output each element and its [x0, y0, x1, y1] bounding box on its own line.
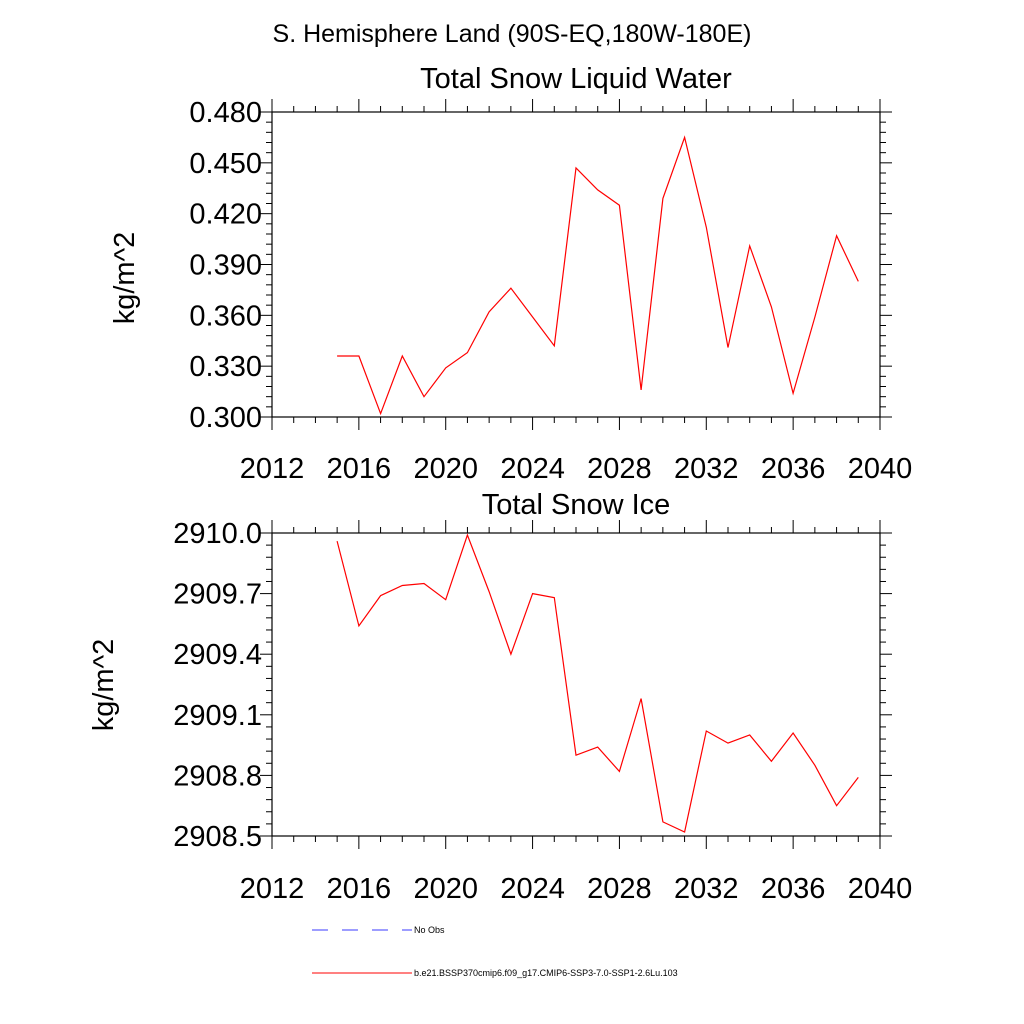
x-tick-label: 2020 [413, 873, 478, 905]
y-tick-label: 0.360 [189, 300, 262, 332]
chart-top: Total Snow Liquid Water kg/m^2 0.300 0.33… [109, 63, 912, 485]
x-tick-labels: 2012 2016 2020 2024 2028 2032 2036 2040 [240, 453, 913, 485]
y-tick-label: 0.390 [189, 250, 262, 282]
series-lines [337, 135, 859, 416]
chart-title: Total Snow Ice [482, 489, 671, 521]
x-tick-label: 2024 [500, 873, 565, 905]
y-tick-label: 0.330 [189, 351, 262, 383]
y-tick-label: 2908.5 [173, 821, 262, 853]
y-tick-labels: 0.300 0.330 0.360 0.390 0.420 0.450 0.480 [189, 97, 262, 434]
x-tick-labels: 2012 2016 2020 2024 2028 2032 2036 2040 [240, 873, 913, 905]
x-tick-label: 2036 [761, 453, 826, 485]
x-tick-label: 2040 [848, 453, 913, 485]
tick-marks [260, 520, 892, 849]
x-tick-label: 2036 [761, 873, 826, 905]
chart-title: Total Snow Liquid Water [420, 63, 732, 95]
legend-label-no-obs: No Obs [414, 925, 445, 935]
y-tick-label: 0.300 [189, 402, 262, 434]
y-tick-label: 2908.8 [173, 760, 262, 792]
x-tick-label: 2020 [413, 453, 478, 485]
x-tick-label: 2016 [327, 873, 392, 905]
plot-frame [271, 532, 881, 837]
x-tick-label: 2012 [240, 873, 305, 905]
x-tick-label: 2016 [327, 453, 392, 485]
x-tick-label: 2028 [587, 873, 652, 905]
x-tick-label: 2040 [848, 873, 913, 905]
y-tick-labels: 2908.5 2908.8 2909.1 2909.4 2909.7 2910.0 [173, 518, 262, 853]
y-tick-label: 2909.7 [173, 579, 262, 611]
x-tick-label: 2032 [674, 453, 739, 485]
page-title: S. Hemisphere Land (90S-EQ,180W-180E) [273, 20, 752, 48]
y-tick-label: 0.480 [189, 97, 262, 129]
legend-label-model: b.e21.BSSP370cmip6.f09_g17.CMIP6-SSP3-7.… [414, 968, 678, 978]
y-tick-label: 2909.4 [173, 639, 262, 671]
x-tick-label: 2024 [500, 453, 565, 485]
series-line [336, 533, 859, 833]
y-tick-label: 0.450 [189, 148, 262, 180]
y-axis-label: kg/m^2 [109, 232, 141, 325]
y-tick-label: 2909.1 [173, 700, 262, 732]
series-line [337, 135, 859, 416]
x-tick-label: 2028 [587, 453, 652, 485]
plot-frame [271, 111, 881, 418]
chart-bottom: Total Snow Ice kg/m^2 2908.5 2908.8 2909.1… [88, 489, 912, 905]
legend: No Obs b.e21.BSSP370cmip6.f09_g17.CMIP6-… [312, 925, 678, 978]
y-axis-label: kg/m^2 [88, 639, 120, 732]
x-tick-label: 2012 [240, 453, 305, 485]
y-tick-label: 2910.0 [173, 518, 262, 550]
series-lines [336, 533, 859, 833]
x-tick-label: 2032 [674, 873, 739, 905]
tick-marks [260, 99, 892, 430]
y-tick-label: 0.420 [189, 199, 262, 231]
